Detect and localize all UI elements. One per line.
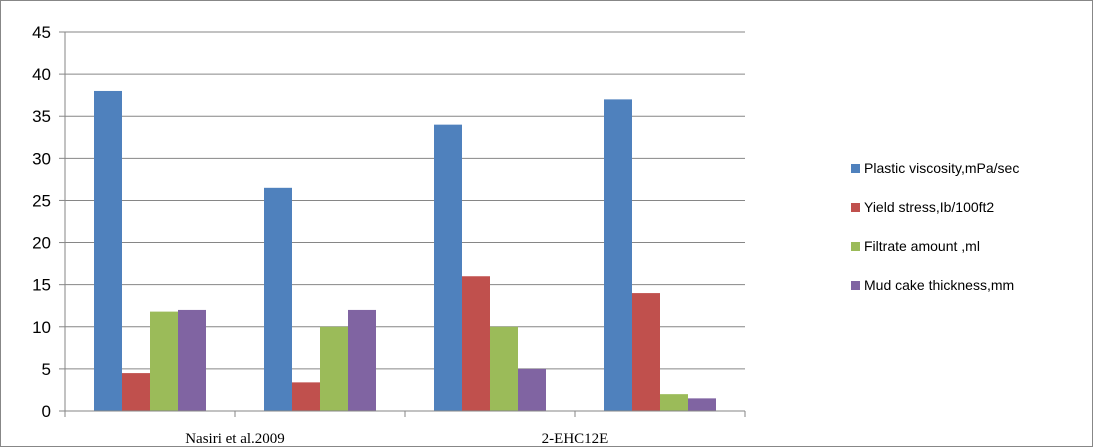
bar-series-3-group-4 bbox=[660, 394, 688, 411]
legend-swatch bbox=[851, 242, 860, 251]
legend-label: Plastic viscosity,mPa/sec bbox=[864, 160, 1019, 176]
x-category-label: 2-EHC12E bbox=[542, 431, 609, 447]
legend-label: Yield stress,Ib/100ft2 bbox=[864, 199, 994, 215]
bar-series-3-group-3 bbox=[490, 326, 518, 411]
legend-swatch bbox=[851, 281, 860, 290]
bar-series-3-group-1 bbox=[150, 311, 178, 411]
bars bbox=[94, 90, 716, 412]
legend-swatch bbox=[851, 164, 860, 173]
bar-series-3-group-2 bbox=[320, 326, 348, 411]
y-axis-ticks: 0 5 10 15 20 25 30 35 40 45 bbox=[32, 23, 65, 421]
y-tick-label: 45 bbox=[32, 23, 51, 42]
y-tick-label: 10 bbox=[32, 318, 51, 337]
legend-swatch bbox=[851, 203, 860, 212]
bar-series-1-group-3 bbox=[434, 124, 462, 412]
bar-series-4-group-4 bbox=[688, 398, 716, 411]
y-tick-label: 15 bbox=[32, 276, 51, 295]
bar-series-4-group-1 bbox=[178, 309, 206, 411]
bar-series-2-group-4 bbox=[632, 293, 660, 411]
bar-series-1-group-1 bbox=[94, 90, 122, 411]
legend: Plastic viscosity,mPa/sec Yield stress,Ib… bbox=[851, 160, 1019, 293]
y-tick-label: 5 bbox=[42, 360, 51, 379]
bar-series-4-group-2 bbox=[348, 309, 376, 411]
y-tick-label: 40 bbox=[32, 65, 51, 84]
bar-series-2-group-2 bbox=[292, 382, 320, 411]
y-tick-label: 30 bbox=[32, 149, 51, 168]
bar-series-4-group-3 bbox=[518, 368, 546, 411]
legend-label: Mud cake thickness,mm bbox=[864, 277, 1014, 293]
x-category-label: Nasiri et al.2009 bbox=[185, 431, 285, 447]
x-axis-categories: Nasiri et al.2009 2-EHC12E bbox=[185, 431, 608, 447]
y-tick-label: 35 bbox=[32, 107, 51, 126]
legend-label: Filtrate amount ,ml bbox=[864, 238, 980, 254]
y-tick-label: 0 bbox=[42, 402, 51, 421]
bar-series-1-group-2 bbox=[264, 187, 292, 411]
y-tick-label: 25 bbox=[32, 191, 51, 210]
bar-series-2-group-1 bbox=[122, 373, 150, 411]
bar-series-1-group-4 bbox=[604, 99, 632, 411]
y-tick-label: 20 bbox=[32, 234, 51, 253]
axes bbox=[64, 32, 746, 417]
bar-series-2-group-3 bbox=[462, 276, 490, 411]
